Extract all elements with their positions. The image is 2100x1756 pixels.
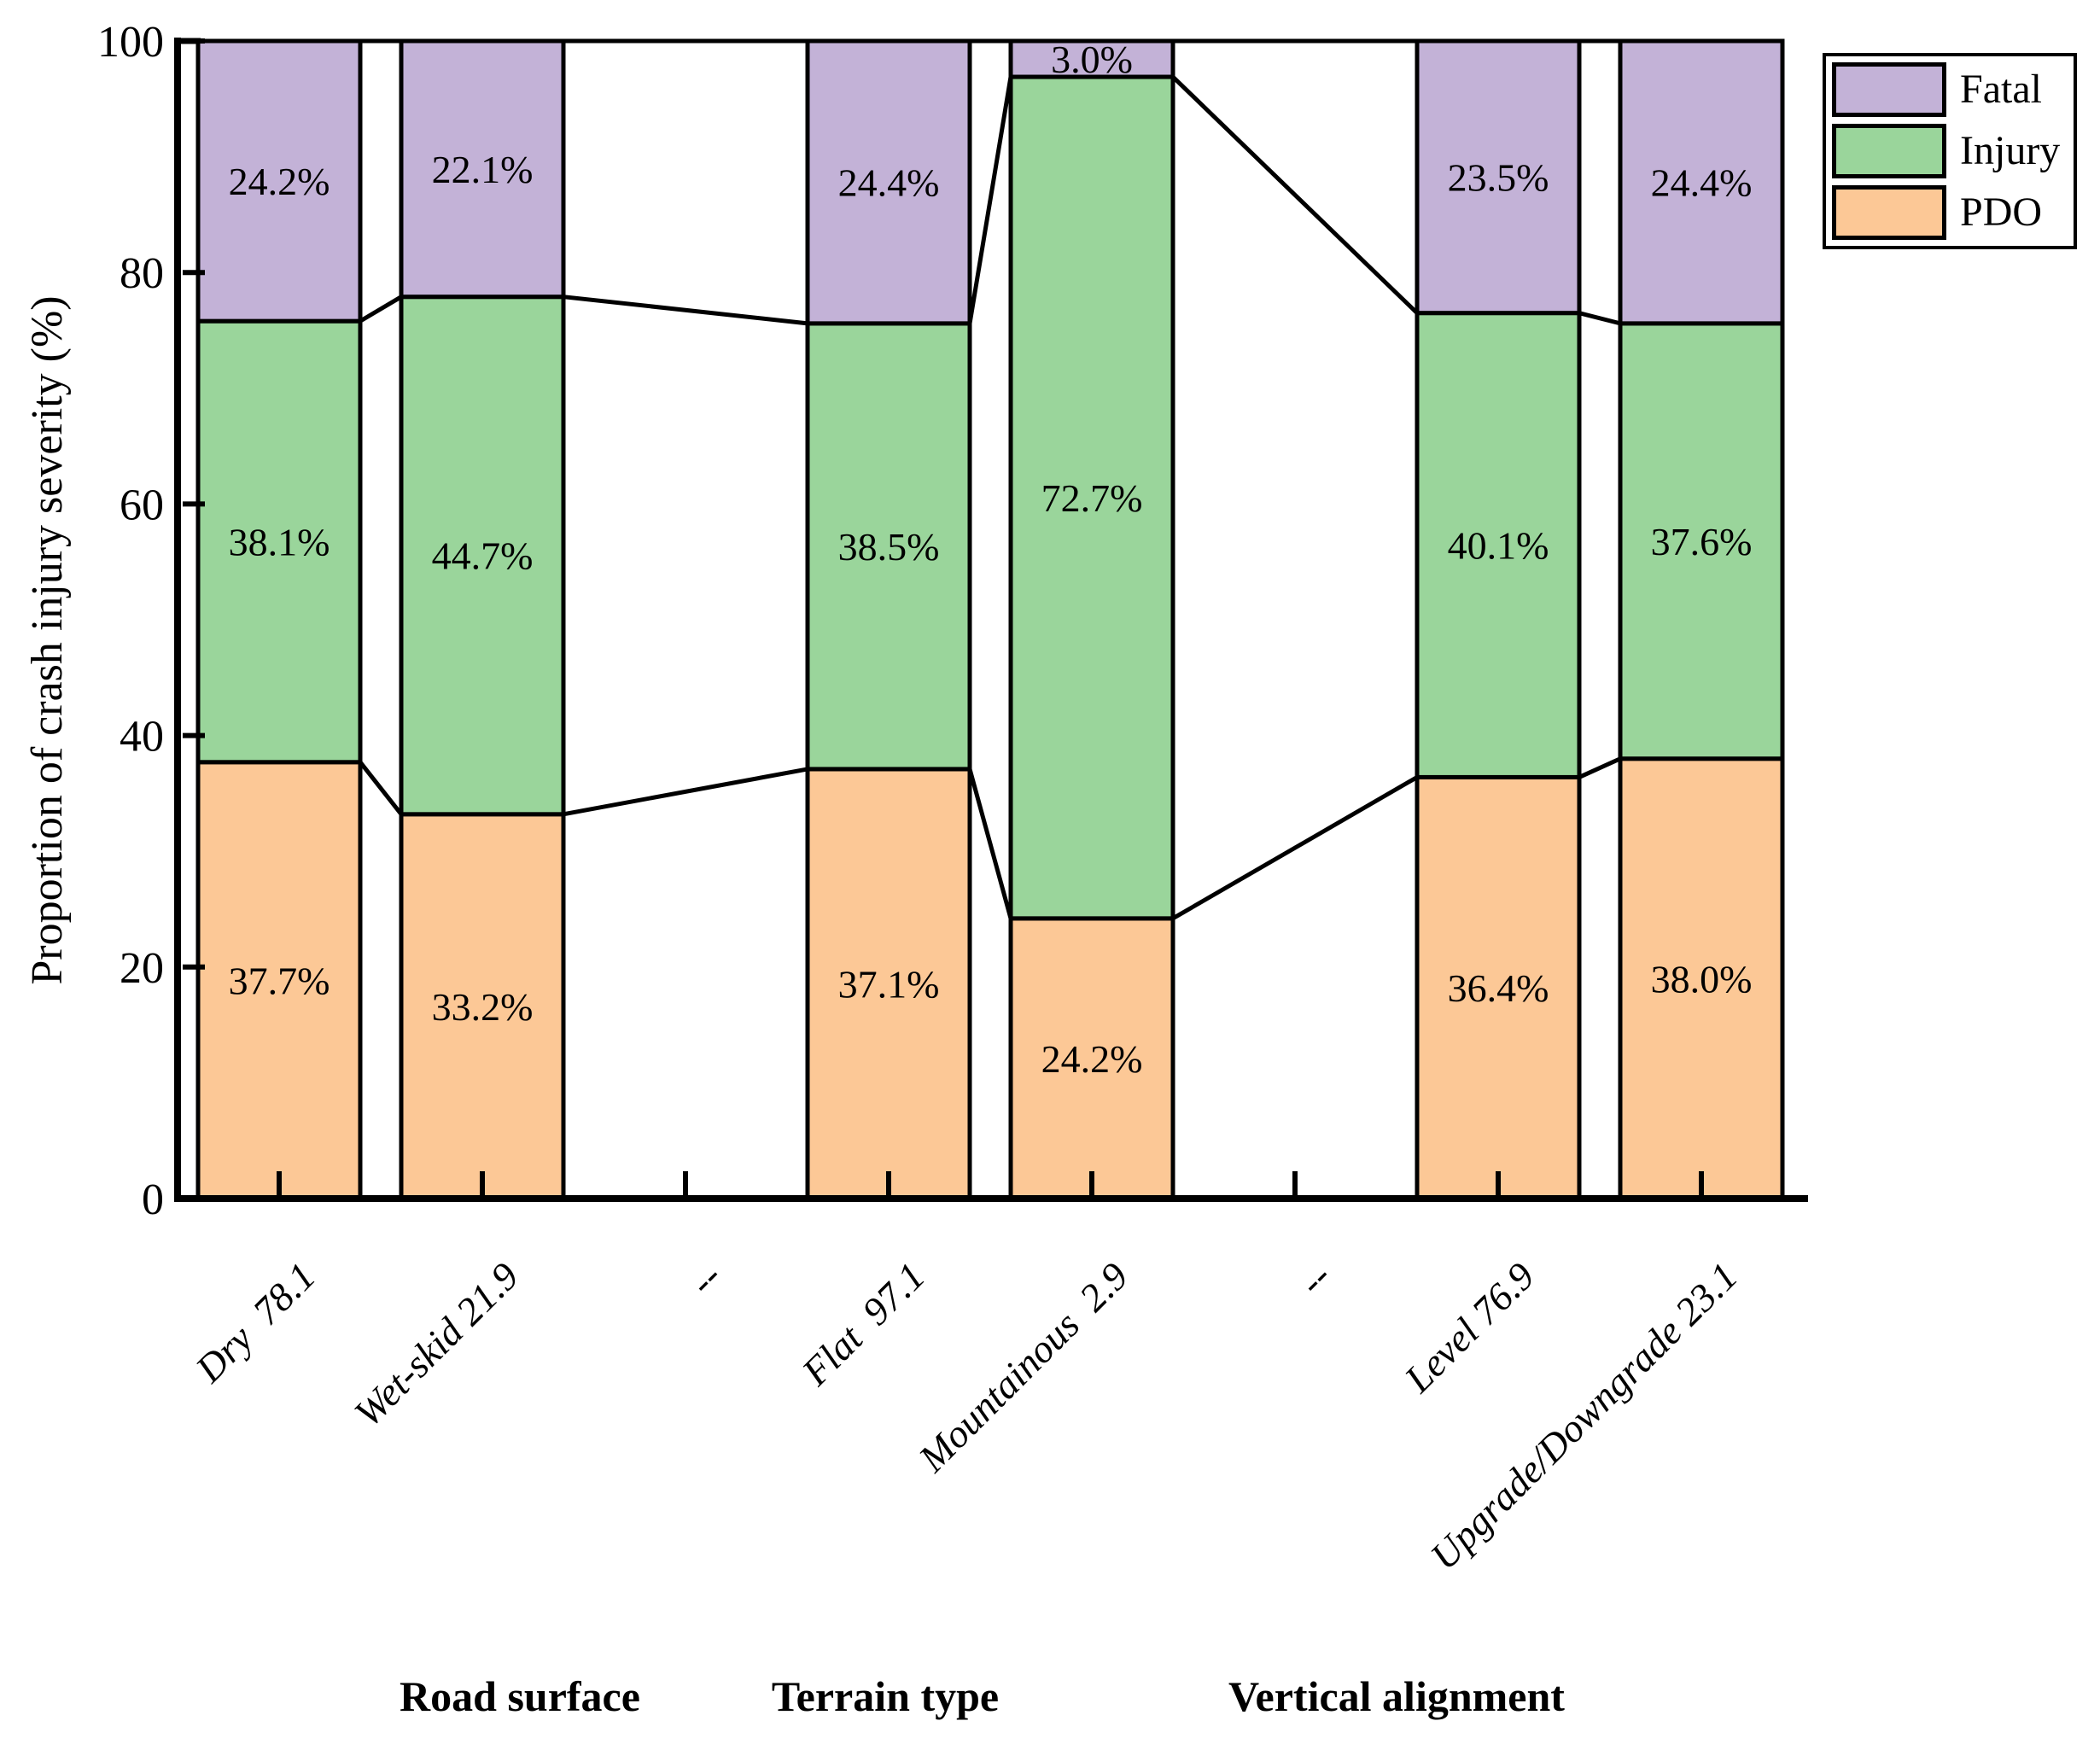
group-label: Vertical alignment bbox=[1228, 1672, 1565, 1720]
bar-segment-fatal-7 bbox=[1618, 38, 1785, 326]
y-tick-label: 20 bbox=[120, 944, 164, 993]
flow-connector-line bbox=[1578, 311, 1621, 326]
bar-segment-injury-6 bbox=[1415, 311, 1582, 779]
x-tick-label: -- bbox=[680, 1254, 730, 1304]
bar-value-label: 37.1% bbox=[838, 962, 940, 1006]
legend-label: PDO bbox=[1960, 190, 2043, 235]
bar-segment-pdo-6 bbox=[1415, 774, 1582, 1201]
y-tick-label: 0 bbox=[142, 1176, 164, 1224]
bar-segment-injury-1 bbox=[399, 295, 566, 817]
bar-segment-pdo-4 bbox=[1008, 916, 1175, 1201]
bar-value-label: 24.2% bbox=[1041, 1037, 1143, 1081]
bar-value-label: 24.2% bbox=[229, 160, 330, 203]
bar-value-label: 40.1% bbox=[1448, 524, 1549, 568]
y-tick-label: 80 bbox=[120, 249, 164, 298]
flow-connector-line bbox=[563, 767, 808, 817]
legend-swatch-pdo bbox=[1832, 185, 1946, 240]
bar-segment-injury-4 bbox=[1008, 74, 1175, 921]
flow-connector-line bbox=[1171, 75, 1419, 315]
bar-segment-injury-7 bbox=[1618, 321, 1785, 761]
x-tick-label: Flat 97.1 bbox=[793, 1254, 933, 1394]
flow-connector-line bbox=[563, 295, 808, 326]
legend-item: PDO bbox=[1832, 184, 2068, 241]
legend: Fatal Injury PDO bbox=[1823, 53, 2077, 249]
x-tick-label: Level 76.9 bbox=[1396, 1254, 1543, 1401]
bar-value-label: 44.7% bbox=[432, 534, 534, 578]
bar-value-label: 24.4% bbox=[838, 160, 940, 204]
bar-value-label: 33.2% bbox=[432, 985, 534, 1029]
bar-value-label: 3.0% bbox=[1051, 38, 1133, 81]
bar-value-label: 37.6% bbox=[1651, 520, 1753, 563]
flow-connector-line bbox=[1171, 775, 1419, 921]
bar-value-label: 72.7% bbox=[1041, 476, 1143, 520]
y-tick-label: 100 bbox=[97, 18, 164, 67]
group-label: Road surface bbox=[400, 1672, 640, 1720]
y-axis-title: Proportion of crash injury severity (%) bbox=[23, 295, 72, 984]
bar-segment-injury-0 bbox=[195, 318, 363, 765]
x-tick-label: Wet-skid 21.9 bbox=[346, 1254, 527, 1435]
x-tick-label: Mountainous 2.9 bbox=[910, 1254, 1136, 1480]
legend-item: Fatal bbox=[1832, 61, 2068, 118]
x-tick-label: Dry 78.1 bbox=[187, 1254, 324, 1391]
bar-segment-injury-3 bbox=[805, 321, 972, 772]
bar-value-label: 38.0% bbox=[1651, 957, 1753, 1001]
bar-value-label: 22.1% bbox=[432, 148, 534, 191]
flow-connector-line bbox=[1578, 756, 1622, 779]
bar-value-label: 37.7% bbox=[229, 959, 330, 1002]
legend-swatch-fatal bbox=[1832, 62, 1946, 117]
flow-connector-line bbox=[967, 768, 1013, 919]
y-tick-label: 40 bbox=[120, 713, 164, 761]
bar-segment-pdo-3 bbox=[805, 767, 972, 1201]
legend-label: Injury bbox=[1960, 128, 2061, 173]
bar-segment-fatal-3 bbox=[805, 38, 972, 326]
flow-connector-line bbox=[359, 761, 403, 816]
bar-segment-pdo-7 bbox=[1618, 756, 1785, 1201]
y-tick-label: 60 bbox=[120, 481, 164, 529]
bar-segment-fatal-1 bbox=[399, 38, 566, 300]
group-label: Terrain type bbox=[772, 1672, 999, 1720]
bar-value-label: 38.5% bbox=[838, 525, 940, 569]
bar-segment-fatal-6 bbox=[1415, 38, 1582, 316]
bar-value-label: 36.4% bbox=[1448, 966, 1549, 1010]
bar-value-label: 24.4% bbox=[1651, 160, 1753, 204]
bar-value-label: 23.5% bbox=[1448, 155, 1549, 199]
legend-label: Fatal bbox=[1960, 67, 2042, 112]
legend-item: Injury bbox=[1832, 123, 2068, 179]
bar-segment-fatal-0 bbox=[195, 38, 363, 324]
flow-connector-line bbox=[359, 295, 403, 324]
flow-connector-line bbox=[967, 76, 1013, 324]
legend-swatch-injury bbox=[1832, 124, 1946, 178]
bar-value-label: 38.1% bbox=[229, 520, 330, 563]
bar-segment-fatal-4 bbox=[1008, 38, 1175, 79]
x-tick-label: -- bbox=[1290, 1254, 1339, 1304]
